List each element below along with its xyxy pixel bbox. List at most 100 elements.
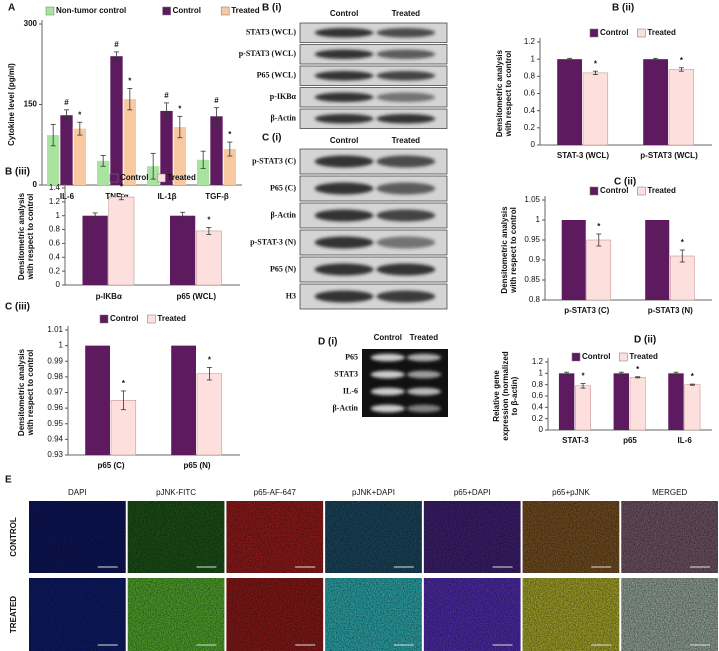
legend-label: Control (173, 6, 201, 15)
blot-band (314, 182, 374, 195)
legend-label: Control (110, 314, 138, 323)
y-axis-label: Densitometric analysis (17, 192, 26, 280)
y-tick-label: 0.95 (47, 419, 63, 428)
micrograph-texture (127, 578, 225, 651)
blot-band (376, 114, 436, 124)
y-axis-label: with respect to control (26, 194, 35, 281)
x-tick-label: IL-1β (157, 192, 176, 201)
panel-label: D (ii) (634, 335, 656, 346)
bar (197, 159, 210, 185)
blot-band (370, 404, 405, 413)
blot-row-label: P65 (C) (270, 183, 296, 192)
y-tick-label: 0.99 (47, 356, 63, 365)
blot-band (314, 290, 374, 303)
x-tick-label: IL-6 (60, 192, 75, 201)
blot-row-label: IL-6 (343, 386, 358, 395)
condition-label: CONTROL (9, 517, 18, 557)
bar (170, 215, 196, 285)
legend-label: Treated (647, 28, 676, 37)
legend-swatch (99, 314, 109, 324)
legend-swatch (147, 314, 156, 324)
blot-band (370, 370, 405, 379)
micrograph-texture (29, 501, 126, 573)
blot-band (314, 71, 374, 81)
legend-label: Treated (647, 186, 676, 195)
bar (558, 373, 575, 430)
y-tick-label: 0.9 (529, 255, 541, 264)
y-axis-label: Densitometric analysis (500, 206, 509, 294)
y-tick-label: 0.94 (47, 434, 63, 443)
bar (575, 385, 591, 431)
condition-label: TREATED (9, 596, 18, 633)
y-tick-label: 1 (56, 211, 61, 220)
significance-marker: * (691, 372, 695, 381)
blot-band (406, 370, 442, 379)
bar (668, 373, 684, 430)
y-tick-label: 1 (539, 368, 544, 377)
x-tick-label: STAT-3 (562, 436, 589, 445)
y-tick-label: 0.8 (529, 295, 541, 304)
bar (223, 149, 236, 185)
x-tick-label: p-IKBα (96, 292, 122, 301)
bar (561, 220, 586, 300)
channel-label: pJNK-FITC (156, 488, 196, 497)
legend-swatch (109, 173, 119, 183)
y-tick-label: 1.05 (524, 195, 540, 204)
y-tick-label: 1 (531, 54, 536, 63)
legend-swatch (589, 28, 599, 38)
blot-row-label: STAT3 (WCL) (246, 28, 296, 37)
y-axis-label: with respect to control (509, 207, 518, 294)
significance-marker: # (64, 98, 69, 107)
blot-row-label: P65 (WCL) (257, 71, 297, 80)
legend-label: Treated (157, 314, 186, 323)
bar (643, 59, 668, 145)
blot-column-label: Control (330, 9, 358, 18)
y-tick-label: 0.4 (532, 402, 544, 411)
legend-label: Control (600, 186, 628, 195)
micrograph-texture (522, 501, 620, 573)
bar (60, 115, 73, 185)
y-tick-label: 1.2 (49, 197, 61, 206)
legend-label: Control (582, 352, 610, 361)
micrograph-texture (621, 578, 718, 651)
y-tick-label: 0.95 (524, 235, 540, 244)
legend-swatch (220, 6, 230, 16)
significance-marker: * (581, 372, 585, 381)
micrograph-texture (423, 578, 521, 651)
channel-label: pJNK+DAPI (352, 488, 395, 497)
bar (586, 239, 612, 301)
y-tick-label: 0.93 (47, 450, 63, 459)
y-tick-label: 0 (56, 280, 61, 289)
y-tick-label: 1 (59, 341, 64, 350)
y-tick-label: 0.6 (524, 89, 536, 98)
micrograph-texture (522, 578, 620, 651)
y-axis-label: with respect to control (26, 350, 35, 437)
channel-label: p65-AF-647 (254, 488, 297, 497)
legend-label: Treated (167, 173, 196, 182)
blot-column-label: Treated (392, 136, 421, 145)
significance-marker: * (207, 216, 211, 225)
blot-band (376, 236, 436, 249)
x-tick-label: p-STAT3 (N) (648, 306, 693, 315)
significance-marker: # (164, 91, 169, 100)
blot-band (376, 155, 436, 168)
y-tick-label: 1 (536, 215, 541, 224)
blot-band (314, 155, 374, 168)
blot-band (376, 28, 436, 38)
blot-row-label: STAT3 (334, 369, 358, 378)
bar (668, 69, 695, 146)
blot-band (314, 263, 374, 276)
bar (684, 384, 701, 431)
bar (171, 345, 196, 455)
micrograph-texture (226, 578, 324, 651)
x-tick-label: TNF-α (105, 192, 128, 201)
bar (160, 110, 173, 185)
legend-label: Non-tumor control (56, 6, 126, 15)
bar (557, 59, 582, 145)
y-tick-label: 0.85 (524, 275, 540, 284)
y-tick-label: 150 (24, 100, 38, 109)
blot-column-label: Control (330, 136, 358, 145)
channel-label: p65+DAPI (454, 488, 491, 497)
